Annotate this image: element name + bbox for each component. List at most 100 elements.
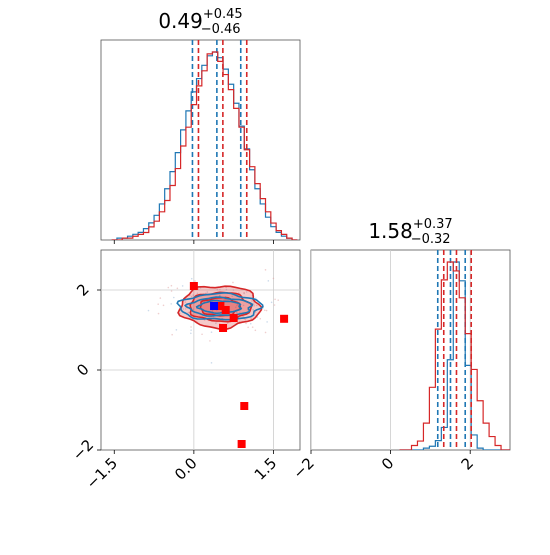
joint-sample-point [267,280,270,282]
joint-sample-point [159,297,162,299]
joint-sample-point [251,300,253,302]
joint-red-marker-3 [229,314,238,322]
joint-red-marker-6 [240,402,249,410]
joint-sample-point [171,333,173,336]
joint-sample-point [215,322,217,325]
joint-sample-point [181,285,184,287]
joint-sample-point [252,303,255,305]
joint-sample-point [264,269,267,271]
right-hist-xtick-label-0: −2 [289,454,317,482]
joint-red-marker-2 [219,324,228,332]
joint-sample-point [232,289,235,291]
joint-sample-point [226,322,229,324]
joint-sample-point [242,304,245,307]
joint-sample-point [236,304,238,307]
joint-sample-point [250,318,253,320]
joint-sample-point [265,309,268,312]
joint-sample-point [147,309,150,312]
joint-sample-point [190,329,192,331]
joint-sample-point [254,329,257,332]
joint-sample-point [264,309,266,312]
right-hist-plot-area [311,250,510,450]
joint-sample-point [170,284,173,287]
joint-sample-point [219,288,221,291]
top-hist-plot-area [111,40,298,240]
joint-red-marker-0 [189,282,198,290]
joint-xtick-label-2: 1.5 [251,454,281,484]
joint-sample-point [210,331,213,333]
joint-sample-point [190,326,192,328]
joint-sample-point [252,308,254,311]
right-hist-frame [310,249,511,451]
joint-sample-point [182,308,185,310]
joint-sample-point [157,312,160,315]
joint-sample-point [247,326,249,329]
joint-contour-1-2 [195,299,243,315]
joint-sample-point [186,304,189,307]
joint-sample-point [192,294,194,296]
joint-sample-point [231,295,233,298]
joint-frame [100,249,301,451]
joint-sample-point [232,281,234,284]
joint-sample-point [201,333,203,336]
joint-sample-point [184,301,187,303]
joint-scatter-panel: −1.5 0.0 1.5 −2 0 2 [69,249,301,493]
joint-sample-point [274,298,276,301]
joint-sample-point [235,306,237,309]
right-hist-title: 1.58+0.37 −0.32 [368,217,452,247]
joint-sample-point [194,280,196,282]
joint-red-marker-7 [237,440,246,448]
joint-sample-point [244,318,247,321]
joint-ytick-label-0: −2 [69,436,97,464]
joint-sample-point [196,292,199,295]
joint-sample-point [210,362,213,364]
joint-sample-point [264,331,267,334]
joint-sample-point [172,296,175,299]
joint-sample-point [254,311,257,314]
joint-sample-point [277,299,280,301]
joint-sample-point [190,332,192,335]
joint-xtick-label-0: −1.5 [83,454,121,492]
joint-sample-point [176,287,179,290]
joint-sample-point [167,286,170,289]
joint-red-marker-1 [221,306,230,314]
joint-ytick-label-1: 0 [73,360,92,379]
joint-ytick-label-2: 2 [73,280,92,299]
joint-sample-point [175,329,178,331]
bottom-right-histogram-panel: −2 0 2 1.58+0.37 −0.32 [289,217,511,482]
joint-plot-area [101,250,300,450]
right-hist-xtick-label-1: 0 [378,454,397,473]
joint-sample-point [209,340,211,342]
joint-sample-point [270,301,273,304]
top-hist-title: 0.49+0.45 −0.46 [158,7,242,37]
joint-sample-point [242,315,244,318]
top-left-histogram-panel: 0.49+0.45 −0.46 [100,7,301,244]
top-hist-frame [100,39,301,241]
joint-sample-point [245,291,248,293]
joint-sample-point [187,311,190,314]
joint-sample-point [251,326,254,328]
joint-sample-point [255,304,258,307]
joint-sample-point [170,303,173,305]
joint-xtick-label-1: 0.0 [171,454,201,484]
joint-sample-point [255,297,257,300]
joint-sample-point [249,322,252,325]
right-hist-xtick-label-2: 2 [458,454,477,473]
joint-sample-point [245,322,247,325]
joint-red-marker-5 [280,314,289,323]
joint-sample-point [273,304,276,306]
joint-contour-1-0 [176,291,264,321]
joint-sample-point [190,277,193,280]
joint-sample-point [243,291,245,294]
joint-blue-marker-0 [210,302,219,310]
joint-sample-point [266,321,268,323]
joint-sample-point [235,311,238,314]
joint-sample-point [216,288,219,291]
joint-sample-point [272,277,275,280]
joint-sample-point [253,304,255,307]
joint-sample-point [170,290,173,292]
joint-sample-point [259,317,262,320]
joint-sample-point [157,303,159,305]
joint-sample-point [239,311,241,314]
